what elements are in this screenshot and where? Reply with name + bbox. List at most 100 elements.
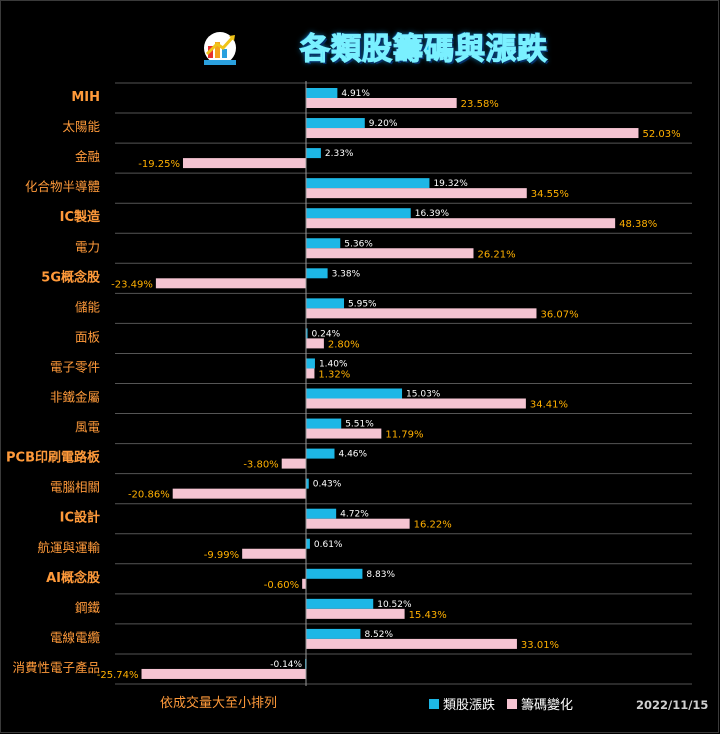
bar-chip-change [306, 98, 457, 108]
category-label: 金融 [75, 149, 101, 164]
label-chip-change: 48.38% [619, 219, 657, 230]
category-label: 面板 [75, 329, 101, 344]
label-chip-change: -9.99% [204, 550, 239, 561]
category-label: 電腦相關 [50, 480, 100, 495]
legend-swatch-chip-change [507, 698, 518, 709]
bar-chip-change [306, 518, 410, 529]
category-label: AI概念股 [46, 570, 100, 586]
label-chip-change: 15.43% [409, 610, 447, 621]
bar-stock-change [306, 268, 328, 279]
bar-chip-change [306, 338, 324, 349]
label-chip-change: 33.01% [521, 640, 559, 651]
bar-stock-change [306, 358, 315, 369]
label-stock-change: 0.43% [313, 480, 342, 490]
category-label: IC製造 [60, 209, 101, 225]
stock-trend-logo-icon [204, 32, 236, 65]
label-chip-change: 34.41% [530, 400, 568, 411]
label-stock-change: 2.33% [325, 149, 354, 159]
label-stock-change: 8.83% [366, 570, 395, 580]
bar-chip-change [281, 458, 306, 469]
label-chip-change: -19.25% [138, 159, 180, 170]
label-stock-change: 10.52% [377, 600, 412, 610]
legend-swatch-stock-change [429, 698, 439, 709]
category-label: 5G概念股 [41, 269, 100, 285]
label-stock-change: 5.36% [344, 239, 373, 249]
label-chip-change: 34.55% [531, 189, 569, 200]
bar-stock-change [306, 388, 403, 399]
chart-title: 各類股籌碼與漲跌 [299, 31, 548, 67]
bar-stock-change [306, 328, 308, 339]
bar-stock-change [306, 508, 337, 519]
label-stock-change: 5.51% [345, 420, 374, 430]
bar-chip-change [306, 128, 639, 139]
label-stock-change: 4.72% [340, 510, 369, 520]
bar-stock-change [306, 238, 341, 249]
label-chip-change: -0.60% [264, 580, 299, 591]
label-stock-change: -0.14% [270, 660, 302, 670]
bar-chip-change [306, 608, 405, 619]
bar-stock-change [306, 598, 374, 609]
bar-stock-change [306, 478, 309, 489]
category-label: 太陽能 [62, 119, 100, 134]
label-chip-change: 1.32% [318, 369, 350, 380]
label-stock-change: 8.52% [364, 630, 393, 640]
bar-chip-change [155, 278, 306, 289]
label-chip-change: 11.79% [385, 430, 423, 441]
label-chip-change: 23.58% [461, 99, 499, 110]
bar-chip-change [172, 488, 306, 499]
label-chip-change: -25.74% [97, 670, 139, 681]
bar-chip-change [306, 638, 517, 649]
category-label: 非鐵金屬 [50, 390, 100, 405]
bar-stock-change [306, 418, 342, 429]
bar-chip-change [242, 548, 306, 559]
label-stock-change: 1.40% [319, 359, 348, 369]
category-label: MIH [71, 90, 100, 105]
bar-chart: MIH 4.91% 23.58% 太陽能 9.20% 52.03% 金融 2.33% -19.2… [6, 81, 692, 686]
bar-stock-change [306, 178, 430, 189]
bar-chip-change [306, 188, 527, 199]
bar-stock-change [306, 118, 365, 129]
label-stock-change: 4.91% [341, 89, 370, 99]
label-chip-change: -23.49% [111, 279, 153, 290]
label-stock-change: 9.20% [369, 119, 398, 129]
category-label: 儲能 [75, 299, 101, 314]
legend-item-chip-change: 籌碼變化 [507, 694, 573, 713]
label-stock-change: 4.46% [338, 450, 367, 460]
category-label: 電線電纜 [50, 630, 101, 645]
category-label: 風電 [75, 420, 101, 435]
category-label: 化合物半導體 [25, 179, 100, 194]
bar-chip-change [182, 158, 306, 169]
bar-chip-change [306, 248, 474, 259]
label-chip-change: -20.86% [128, 490, 170, 501]
legend-item-stock-change: 類股漲跌 [429, 694, 495, 713]
bar-chip-change [306, 218, 616, 229]
bar-stock-change [306, 208, 411, 219]
date-label: 2022/11/15 [636, 698, 709, 712]
legend-label-stock-change: 類股漲跌 [443, 698, 496, 713]
label-chip-change: 26.21% [477, 249, 515, 260]
label-stock-change: 19.32% [433, 179, 468, 189]
label-stock-change: 0.61% [314, 540, 343, 550]
category-label: IC設計 [60, 510, 100, 526]
label-stock-change: 16.39% [415, 209, 450, 219]
bar-chip-change [302, 578, 306, 589]
category-label: 電力 [75, 239, 100, 254]
bar-chip-change [306, 308, 537, 319]
label-chip-change: 36.07% [540, 309, 578, 320]
label-chip-change: -3.80% [243, 460, 278, 471]
category-label: 鋼鐵 [75, 600, 101, 615]
sort-note: 依成交量大至小排列 [160, 696, 278, 711]
bar-stock-change [306, 538, 310, 549]
bar-stock-change [306, 628, 361, 639]
label-stock-change: 15.03% [406, 390, 441, 400]
label-stock-change: 5.95% [348, 299, 377, 309]
label-chip-change: 2.80% [328, 339, 360, 350]
bar-stock-change [306, 88, 338, 98]
bar-chip-change [306, 398, 526, 409]
category-label: 消費性電子產品 [12, 660, 100, 675]
legend-label-chip-change: 籌碼變化 [521, 698, 574, 713]
bar-stock-change [306, 568, 363, 579]
label-stock-change: 0.24% [312, 329, 341, 339]
category-label: 電子零件 [50, 359, 100, 374]
